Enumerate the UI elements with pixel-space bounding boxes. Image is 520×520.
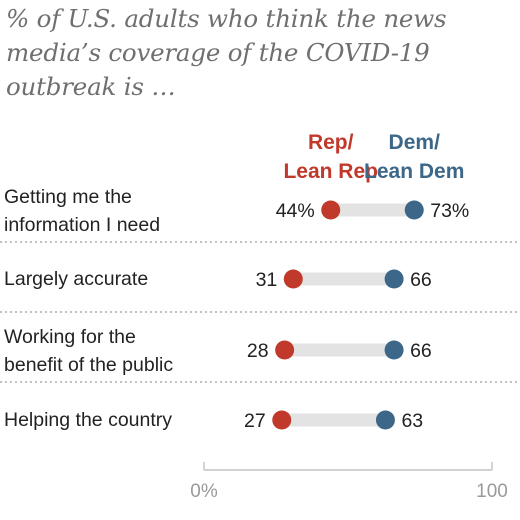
category-label-2-line-1: benefit of the public [4,354,173,376]
legend-rep-line-0: Rep/ [308,131,354,154]
rep-dot-2 [275,340,295,360]
dem-value-label-1: 66 [410,269,432,291]
dem-dot-0 [404,200,424,220]
x-tick-label-1: 100 [476,481,508,502]
category-label-0-line-1: information I need [4,214,160,236]
legend-rep-line-1: Lean Rep [283,160,378,183]
rep-dot-3 [272,410,292,430]
dem-value-label-3: 63 [401,410,423,432]
category-label-2-line-0: Working for the [4,326,136,348]
rep-dot-1 [283,269,303,289]
dem-dot-2 [384,340,404,360]
dem-dot-1 [384,269,404,289]
dem-value-label-0: 73% [430,200,469,222]
dem-dot-3 [375,410,395,430]
category-label-1-line-0: Largely accurate [4,268,148,290]
category-label-3-line-0: Helping the country [4,409,172,431]
dem-value-label-2: 66 [410,340,432,362]
rep-dot-0 [321,200,341,220]
rep-value-label-2: 28 [247,340,269,362]
rep-value-label-3: 27 [244,410,266,432]
rep-value-label-0: 44% [276,200,315,222]
legend-dem-line-0: Dem/ [389,131,441,154]
legend-dem-line-1: Lean Dem [364,160,464,183]
x-tick-label-0: 0% [190,481,218,502]
category-label-0-line-0: Getting me the [4,186,132,208]
rep-value-label-1: 31 [256,269,278,291]
chart-title: % of U.S. adults who think the news medi… [6,4,447,101]
